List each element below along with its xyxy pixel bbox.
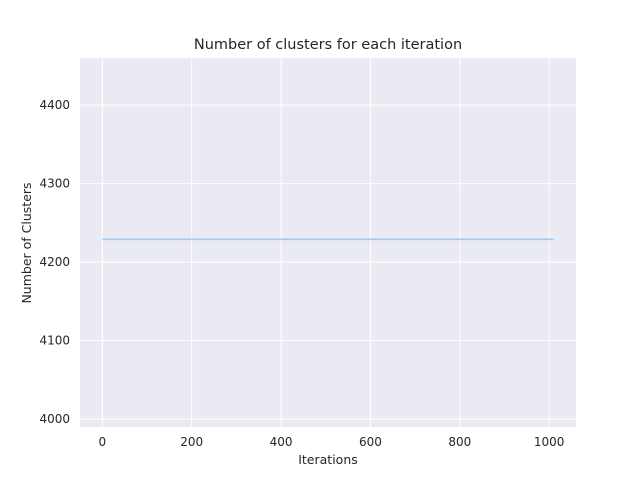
y-tick-label-4000: 4000 bbox=[39, 412, 70, 426]
plot-area bbox=[80, 58, 576, 427]
y-tick-labels: 4000 4100 4200 4300 4400 bbox=[39, 98, 70, 426]
x-tick-label-800: 800 bbox=[448, 435, 471, 449]
x-tick-label-1000: 1000 bbox=[534, 435, 565, 449]
x-tick-label-400: 400 bbox=[270, 435, 293, 449]
x-tick-label-600: 600 bbox=[359, 435, 382, 449]
x-tick-label-200: 200 bbox=[180, 435, 203, 449]
x-tick-labels: 0 200 400 600 800 1000 bbox=[99, 435, 565, 449]
y-tick-label-4300: 4300 bbox=[39, 177, 70, 191]
y-tick-label-4100: 4100 bbox=[39, 334, 70, 348]
y-tick-label-4200: 4200 bbox=[39, 255, 70, 269]
x-gridlines bbox=[101, 58, 550, 427]
y-axis-label: Number of Clusters bbox=[19, 182, 34, 303]
y-tick-label-4400: 4400 bbox=[39, 98, 70, 112]
chart-title: Number of clusters for each iteration bbox=[194, 37, 462, 53]
x-axis-label: Iterations bbox=[298, 452, 358, 467]
y-gridlines bbox=[80, 104, 576, 420]
x-tick-label-0: 0 bbox=[99, 435, 107, 449]
